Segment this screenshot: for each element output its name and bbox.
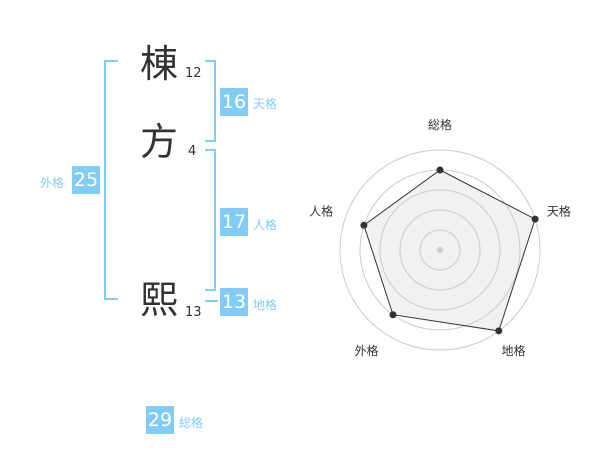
jinkaku-label: 人格 bbox=[253, 218, 278, 232]
radar-grid-circle bbox=[399, 209, 481, 291]
soukaku-label: 総格 bbox=[179, 416, 204, 430]
gaikaku-value: 25 bbox=[72, 166, 100, 194]
chikaku-connector bbox=[205, 300, 218, 302]
radar-point bbox=[436, 166, 444, 174]
tenkaku-label: 天格 bbox=[253, 97, 278, 111]
stroke-count-1: 12 bbox=[185, 66, 202, 81]
tenkaku-bracket bbox=[205, 60, 216, 142]
radar-grid-circle bbox=[339, 149, 541, 351]
chikaku-value: 13 bbox=[220, 288, 248, 316]
gaikaku-label: 外格 bbox=[40, 176, 65, 190]
chikaku-label: 地格 bbox=[253, 298, 278, 312]
radar-grid-circle bbox=[379, 189, 501, 311]
radar-point bbox=[360, 221, 368, 229]
name-char-2: 方 bbox=[140, 120, 179, 164]
radar-axis-label: 外格 bbox=[355, 343, 379, 358]
gaikaku-bracket bbox=[104, 60, 118, 300]
radar-center-dot bbox=[437, 247, 443, 253]
radar-point bbox=[495, 327, 503, 335]
radar-area bbox=[363, 169, 536, 332]
radar-point bbox=[531, 215, 539, 223]
stroke-count-3: 13 bbox=[185, 305, 202, 320]
radar-point bbox=[389, 311, 397, 319]
tenkaku-value: 16 bbox=[220, 88, 248, 116]
stroke-count-2: 4 bbox=[188, 144, 197, 159]
soukaku-value: 29 bbox=[146, 406, 174, 434]
radar-axis-label: 人格 bbox=[309, 203, 333, 218]
jinkaku-value: 17 bbox=[220, 208, 248, 236]
name-char-3: 熙 bbox=[140, 278, 179, 322]
radar-grid-circle bbox=[419, 229, 461, 271]
radar-axis-label: 地格 bbox=[501, 343, 525, 358]
name-char-1: 棟 bbox=[140, 42, 179, 86]
radar-axis-label: 総格 bbox=[428, 117, 452, 132]
radar-axis-label: 天格 bbox=[547, 203, 571, 218]
jinkaku-bracket bbox=[205, 149, 216, 291]
